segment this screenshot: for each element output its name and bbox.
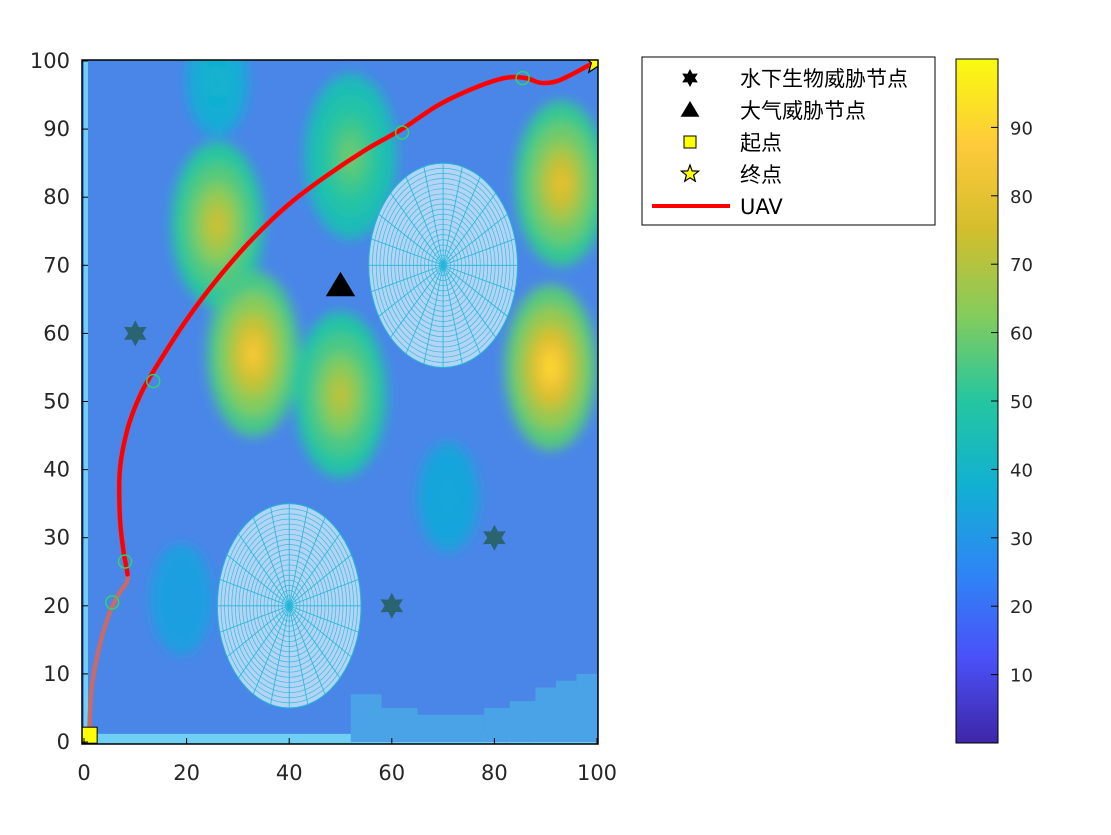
colorbar-tick-label: 80 [1010, 187, 1033, 208]
y-tick-label: 20 [43, 594, 70, 618]
terrain-step [484, 707, 510, 742]
terrain-step [535, 687, 556, 742]
terrain-step [576, 673, 597, 742]
y-tick-label: 50 [43, 390, 70, 414]
atmospheric-threat-zone-0 [216, 503, 362, 709]
threat-peak-4 [294, 311, 387, 478]
x-axis-ticks: 0 20 40 60 80 100 [77, 738, 617, 785]
colorbar-tick-label: 90 [1010, 118, 1033, 139]
terrain-step [509, 701, 536, 742]
y-tick-label: 0 [57, 730, 70, 754]
uav-path [86, 60, 598, 738]
heat-blobs [150, 60, 598, 655]
legend-label: 水下生物威胁节点 [740, 67, 908, 91]
terrain-step [381, 707, 418, 742]
x-tick-label: 80 [481, 761, 508, 785]
path-waypoint [146, 373, 161, 389]
threat-peak-2 [304, 73, 397, 240]
y-tick-label: 100 [30, 49, 70, 73]
marker-square [82, 726, 98, 744]
terrain-step [350, 694, 382, 742]
threat-peak-7 [417, 441, 480, 553]
y-tick-label: 90 [43, 117, 70, 141]
colorbar-tick-label: 10 [1010, 666, 1033, 687]
marker-hexagram [380, 592, 404, 619]
y-tick-label: 10 [43, 662, 70, 686]
y-tick-label: 40 [43, 458, 70, 482]
threat-zones [216, 162, 518, 709]
colorbar: 10 20 30 40 50 60 70 80 90 [955, 58, 1033, 744]
x-tick-label: 20 [173, 761, 200, 785]
colorbar-ticks: 10 20 30 40 50 60 70 80 90 [991, 118, 1033, 687]
marker-star [586, 60, 598, 74]
legend-label: 起点 [740, 131, 782, 155]
legend-swatch-star [679, 163, 701, 183]
y-axis-ticks: 0 10 20 30 40 50 60 70 80 90 100 [30, 49, 88, 754]
y-tick-label: 60 [43, 321, 70, 345]
chart-marks [82, 60, 598, 744]
legend-swatch-hexagram [682, 69, 698, 87]
x-tick-label: 100 [577, 761, 617, 785]
marker-hexagram [124, 320, 147, 347]
y-tick-label: 30 [43, 526, 70, 550]
x-tick-label: 60 [378, 761, 405, 785]
threat-peak-6 [504, 284, 597, 451]
colorbar-tick-label: 60 [1010, 324, 1033, 345]
x-tick-label: 40 [276, 761, 303, 785]
path-waypoint [515, 70, 530, 86]
marker-hexagram [483, 524, 506, 551]
y-tick-label: 80 [43, 185, 70, 209]
terrain-base [84, 733, 597, 744]
legend-label: 终点 [740, 163, 782, 187]
terrain-step [417, 714, 485, 742]
colorbar-tick-label: 20 [1010, 597, 1033, 618]
heatmap-axes: 0 20 40 60 80 100 0 10 20 30 40 50 60 70 80 90 100 [30, 49, 617, 785]
colorbar-tick-label: 70 [1010, 255, 1033, 276]
path-waypoint [117, 554, 133, 569]
colorbar-tick-label: 40 [1010, 460, 1033, 481]
legend-swatch-square [683, 135, 697, 149]
threat-peak-5 [514, 100, 598, 267]
colorbar-tick-label: 30 [1010, 529, 1033, 550]
terrain-step [555, 680, 577, 742]
threat-peak-8 [150, 543, 213, 655]
colorbar-tick-label: 50 [1010, 392, 1033, 413]
threat-peak-3 [207, 271, 300, 437]
x-tick-label: 0 [77, 761, 90, 785]
legend-swatch-triangle [680, 101, 700, 117]
marker-triangle [325, 271, 356, 297]
threat-peak-1 [171, 141, 264, 308]
path-waypoint [394, 125, 410, 140]
y-tick-label: 70 [43, 253, 70, 277]
legend-label: UAV [740, 195, 783, 219]
legend-label: 大气威胁节点 [740, 99, 866, 123]
atmospheric-threat-zone-1 [368, 162, 518, 368]
threat-peak-0 [186, 60, 249, 137]
path-waypoint [105, 595, 120, 610]
